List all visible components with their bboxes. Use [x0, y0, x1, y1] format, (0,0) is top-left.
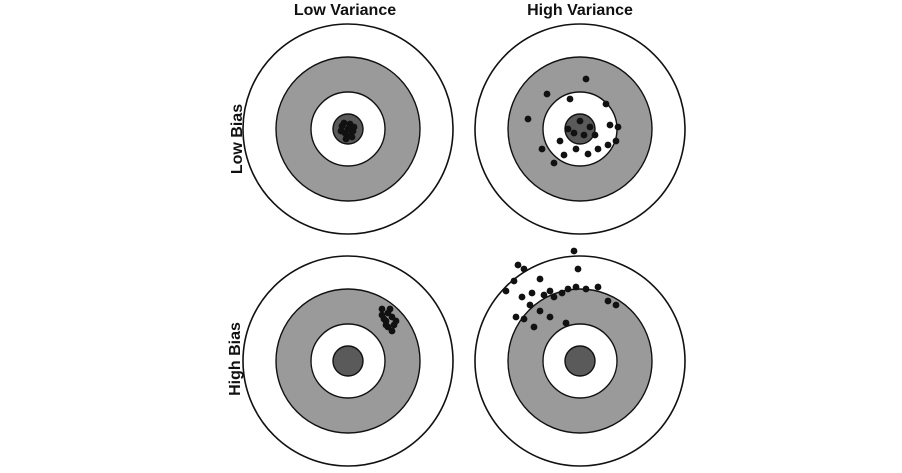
shot-marker	[604, 297, 612, 305]
shot-marker	[538, 145, 546, 153]
shot-marker	[591, 131, 599, 139]
shot-marker	[594, 145, 602, 153]
shot-marker	[543, 90, 551, 98]
shot-marker	[514, 261, 522, 269]
shot-marker	[560, 151, 568, 159]
target-low-bias-high-variance	[474, 23, 686, 235]
shot-marker	[562, 319, 570, 327]
target-high-bias-low-variance	[242, 255, 454, 467]
shot-marker	[392, 317, 400, 325]
shot-marker	[546, 287, 554, 295]
shot-marker	[604, 141, 612, 149]
shot-marker	[378, 305, 386, 313]
shot-marker	[570, 129, 578, 137]
shot-marker	[340, 119, 348, 127]
shot-marker	[564, 285, 572, 293]
shot-marker	[582, 285, 590, 293]
shot-marker	[512, 313, 520, 321]
shot-marker	[546, 313, 554, 321]
shot-marker	[558, 289, 566, 297]
shot-marker	[602, 100, 610, 108]
shot-marker	[524, 115, 532, 123]
target-low-bias-low-variance	[242, 23, 454, 235]
column-label-high-variance: High Variance	[527, 2, 633, 19]
shot-marker	[612, 137, 620, 145]
shot-marker	[530, 323, 538, 331]
shot-marker	[576, 117, 584, 125]
shot-marker	[586, 123, 594, 131]
shot-marker	[572, 283, 580, 291]
shot-marker	[382, 321, 390, 329]
shot-marker	[378, 311, 386, 319]
shot-marker	[540, 291, 548, 299]
shot-marker	[528, 289, 536, 297]
shot-marker	[614, 123, 622, 131]
shot-marker	[337, 127, 345, 135]
shot-marker	[526, 301, 534, 309]
shot-marker	[566, 95, 574, 103]
shot-marker	[520, 315, 528, 323]
shot-marker	[536, 307, 544, 315]
target-high-bias-high-variance	[474, 247, 686, 467]
shot-marker	[570, 247, 578, 255]
shot-marker	[348, 133, 356, 141]
shot-marker	[594, 283, 602, 291]
shot-marker	[564, 125, 572, 133]
shot-marker	[582, 75, 590, 83]
shot-marker	[510, 277, 518, 285]
shot-marker	[386, 305, 394, 313]
shot-marker	[606, 121, 614, 129]
shot-marker	[556, 137, 564, 145]
shot-marker	[580, 131, 588, 139]
shot-marker	[550, 159, 558, 167]
shot-marker	[520, 265, 528, 273]
shot-marker	[502, 287, 510, 295]
shot-marker	[388, 327, 396, 335]
shot-marker	[612, 301, 620, 309]
shot-marker	[536, 275, 544, 283]
shot-marker	[574, 265, 582, 273]
bullseye	[564, 345, 596, 377]
shot-marker	[342, 135, 350, 143]
shot-marker	[550, 293, 558, 301]
shot-marker	[572, 145, 580, 153]
shot-marker	[350, 123, 358, 131]
column-label-low-variance: Low Variance	[293, 2, 397, 19]
shot-marker	[518, 293, 526, 301]
shot-marker	[584, 150, 592, 158]
shot-marker	[344, 125, 352, 133]
bullseye	[332, 345, 364, 377]
